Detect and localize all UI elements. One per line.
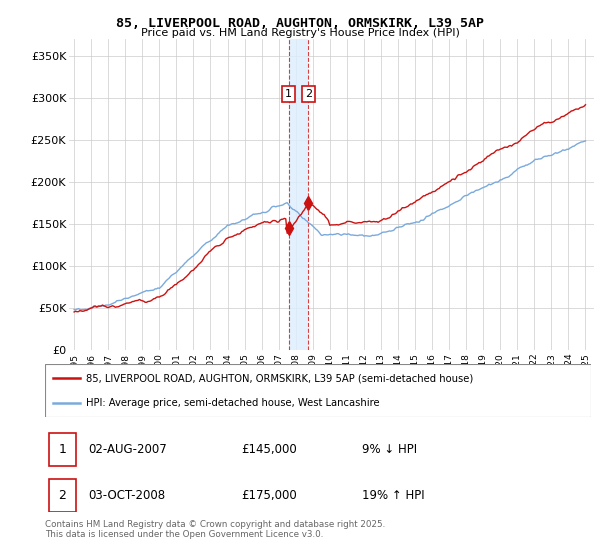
Bar (289, 39, 308, 350)
FancyBboxPatch shape (45, 364, 591, 417)
Text: 2: 2 (305, 89, 312, 99)
Text: 02-AUG-2007: 02-AUG-2007 (89, 442, 167, 455)
Text: 85, LIVERPOOL ROAD, AUGHTON, ORMSKIRK, L39 5AP: 85, LIVERPOOL ROAD, AUGHTON, ORMSKIRK, L… (116, 17, 484, 30)
Text: Price paid vs. HM Land Registry's House Price Index (HPI): Price paid vs. HM Land Registry's House … (140, 28, 460, 38)
Text: Contains HM Land Registry data © Crown copyright and database right 2025.
This d: Contains HM Land Registry data © Crown c… (45, 520, 385, 539)
Text: 85, LIVERPOOL ROAD, AUGHTON, ORMSKIRK, L39 5AP (semi-detached house): 85, LIVERPOOL ROAD, AUGHTON, ORMSKIRK, L… (86, 374, 473, 384)
Text: 03-OCT-2008: 03-OCT-2008 (89, 488, 166, 502)
FancyBboxPatch shape (49, 432, 76, 465)
FancyBboxPatch shape (49, 479, 76, 511)
Text: 1: 1 (285, 89, 292, 99)
Text: 19% ↑ HPI: 19% ↑ HPI (362, 488, 424, 502)
Text: £175,000: £175,000 (242, 488, 298, 502)
Text: HPI: Average price, semi-detached house, West Lancashire: HPI: Average price, semi-detached house,… (86, 398, 380, 408)
Text: 1: 1 (59, 442, 67, 455)
Text: 2: 2 (59, 488, 67, 502)
Text: 9% ↓ HPI: 9% ↓ HPI (362, 442, 417, 455)
Text: £145,000: £145,000 (242, 442, 298, 455)
